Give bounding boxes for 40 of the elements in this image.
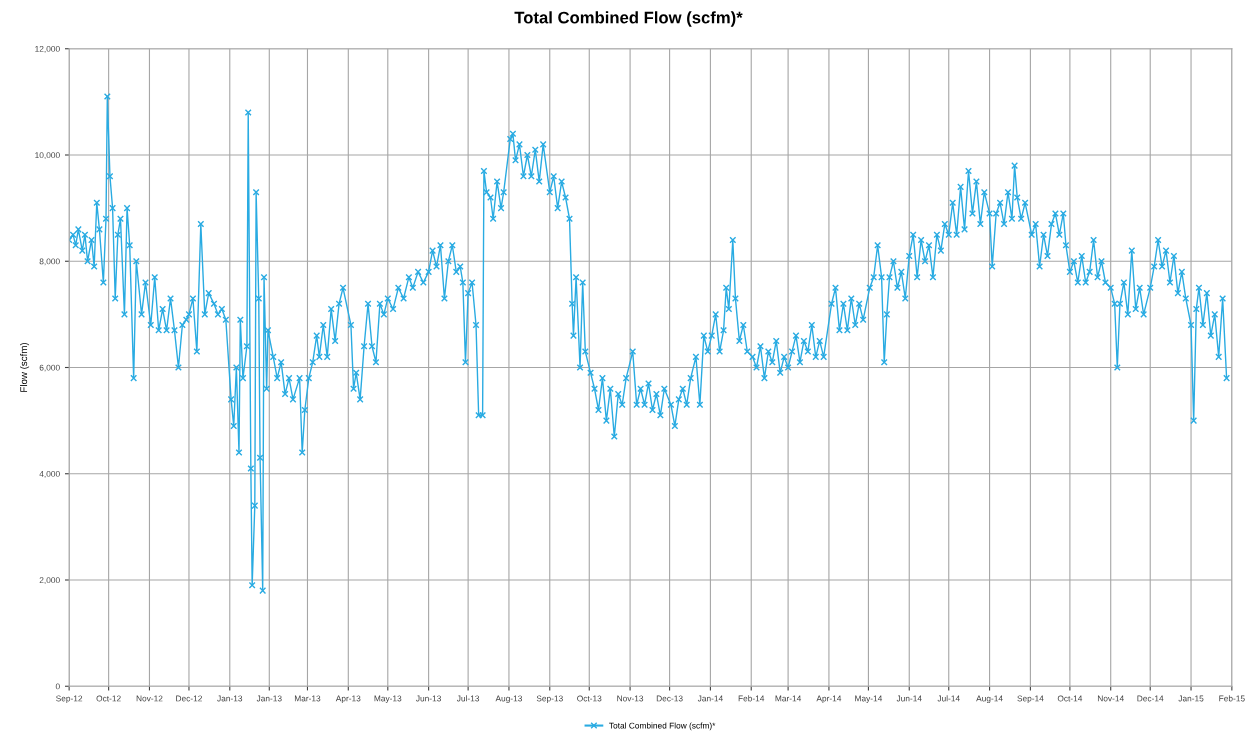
- legend-label: Total Combined Flow (scfm)*: [609, 722, 716, 731]
- x-tick-label: Oct-14: [1057, 695, 1083, 702]
- x-tick-label: Jan-15: [1178, 695, 1204, 702]
- x-tick-label: May-14: [855, 695, 883, 704]
- x-tick-label: Jul-14: [937, 695, 960, 702]
- x-tick-label: Mar-14: [775, 695, 802, 702]
- chart-title: Total Combined Flow (scfm)*: [514, 11, 743, 27]
- y-tick-label: 2,000: [39, 577, 60, 585]
- x-tick-label: Dec-14: [1137, 695, 1164, 702]
- x-tick-label: Apr-13: [335, 695, 361, 704]
- x-tick-label: Mar-13: [294, 695, 321, 702]
- y-tick-label: 0: [55, 683, 60, 690]
- x-tick-label: Jun-14: [896, 695, 922, 702]
- x-tick-label: Jun-13: [416, 695, 441, 702]
- y-tick-label: 12,000: [35, 45, 60, 53]
- y-axis-title: Flow (scfm): [20, 342, 30, 392]
- x-tick-label: Aug-13: [495, 695, 523, 704]
- x-tick-label: Sep-12: [56, 695, 83, 704]
- x-tick-label: Jan-14: [697, 695, 723, 702]
- x-tick-label: Sep-14: [1017, 695, 1044, 704]
- x-tick-label: Jan-13: [256, 695, 282, 702]
- x-tick-label: Feb-15: [1219, 695, 1245, 702]
- y-tick-label: 8,000: [39, 258, 60, 266]
- x-tick-label: Feb-14: [738, 695, 765, 702]
- y-tick-label: 6,000: [39, 364, 60, 372]
- x-tick-label: Jan-13: [217, 695, 243, 702]
- y-tick-label: 10,000: [35, 152, 60, 160]
- x-tick-label: May-13: [374, 695, 402, 704]
- x-tick-label: Nov-13: [617, 695, 644, 702]
- y-tick-label: 4,000: [39, 470, 60, 478]
- x-tick-label: Oct-13: [577, 695, 602, 702]
- x-tick-label: Apr-14: [816, 695, 842, 704]
- x-tick-label: Nov-14: [1097, 695, 1124, 702]
- x-tick-label: Dec-13: [656, 695, 683, 702]
- x-tick-label: Jul-13: [456, 695, 480, 702]
- x-tick-label: Nov-12: [136, 695, 163, 702]
- x-tick-label: Aug-14: [976, 695, 1003, 704]
- x-tick-label: Dec-12: [176, 695, 202, 702]
- x-tick-label: Oct-12: [96, 695, 121, 702]
- x-tick-label: Sep-13: [536, 695, 563, 704]
